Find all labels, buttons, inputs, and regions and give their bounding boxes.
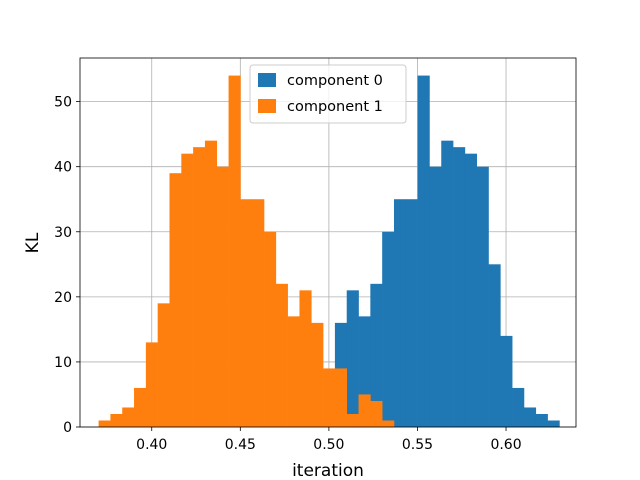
plot-frame [79,57,577,428]
component-1-bar [311,322,324,427]
component-1-bar [157,303,170,427]
axis-ticks: 0.40 0.45 0.50 0.55 0.60 0 10 20 30 40 50 [54,95,521,453]
component-1-overlap-bar [346,413,359,427]
y-tick-label: 10 [54,355,72,371]
component-1-bar [275,283,288,427]
component-1-bar [264,231,277,427]
legend-swatch-component-0 [258,73,276,87]
component-1-bar [299,290,312,427]
component-1-overlap-bar [370,400,383,427]
component-1-bar [287,316,300,427]
x-tick-label: 0.60 [490,437,521,453]
component-0-bar [405,199,418,427]
x-tick-label: 0.50 [313,437,344,453]
component-0-bar [535,413,548,427]
component-1-bar [216,166,229,427]
component-0-bar [547,420,560,427]
x-tick-label: 0.40 [136,437,167,453]
component-1-bar [193,147,206,427]
y-tick-label: 40 [54,160,72,176]
legend-label-component-0: component 0 [287,73,383,89]
histogram-bars [98,75,560,428]
component-0-bar [523,407,537,427]
y-tick-label: 50 [54,95,72,111]
component-1-bar [134,387,147,427]
component-0-bar [417,75,430,428]
component-0-bar [488,264,501,427]
component-0-bar [453,147,466,427]
legend: component 0 component 1 [249,64,407,124]
x-tick-label: 0.55 [402,437,433,453]
component-1-bar [145,342,158,427]
component-1-bar [110,413,123,427]
legend-label-component-1: component 1 [287,99,383,115]
component-0-bar [393,199,407,427]
y-axis-title: KL [23,232,43,253]
component-0-bar [429,166,442,427]
legend-box [249,64,407,124]
component-0-bar [500,335,513,427]
component-1-bar [98,420,111,427]
component-1-bar [122,407,135,427]
component-1-overlap-bar [382,420,395,427]
component-1-bar [228,75,241,428]
component-0-bar [464,153,477,427]
component-1-overlap-bar [334,368,348,427]
component-1-overlap-bar [358,394,371,427]
component-1-bar [204,140,218,427]
component-1-overlap-bar [323,368,336,427]
component-0-bar [476,166,489,427]
y-tick-label: 0 [63,420,72,436]
x-axis-title: iteration [292,461,364,480]
component-1-bar [181,153,194,427]
component-0-bar [512,387,525,427]
legend-swatch-component-1 [258,99,276,113]
component-0-bar [382,231,395,427]
component-1-bar [240,199,253,427]
component-1-bar [169,173,182,427]
component-0-bar [370,283,383,427]
y-tick-label: 30 [54,225,72,241]
component-0-bar [346,290,359,427]
component-0-bar [441,140,454,427]
y-tick-label: 20 [54,290,72,306]
x-tick-label: 0.45 [225,437,256,453]
component-1-bar [252,199,265,427]
